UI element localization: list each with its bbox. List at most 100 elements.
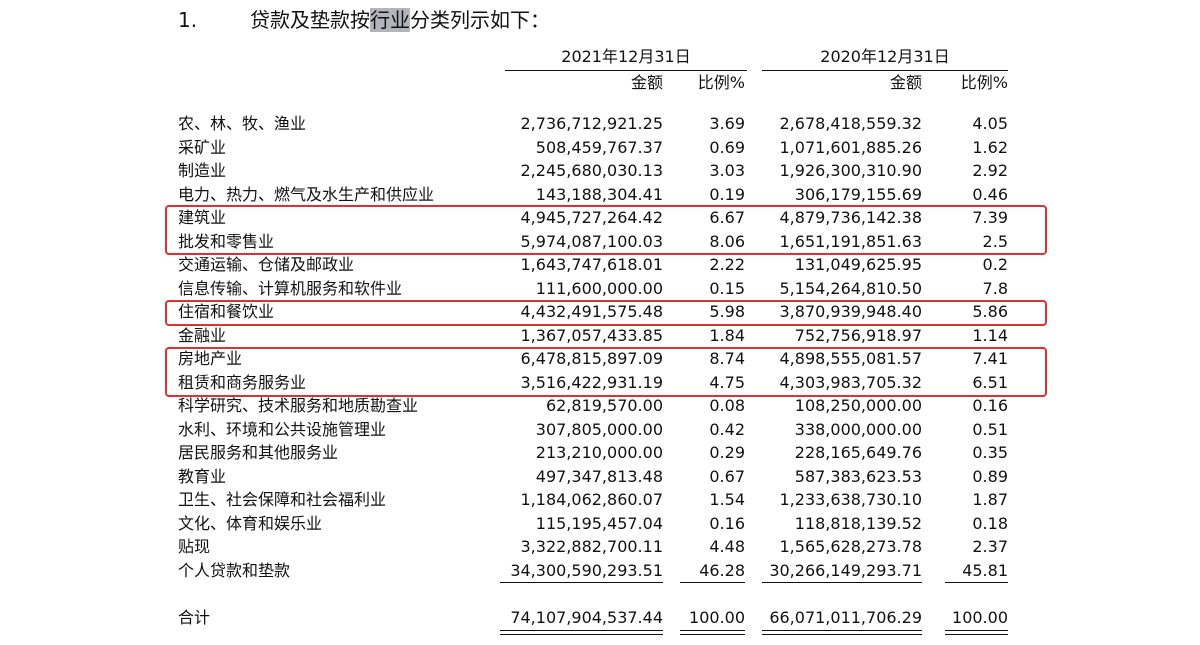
total-row: 合计 74,107,904,537.44 100.00 66,071,011,7… [0, 606, 1200, 630]
amount-2020: 4,879,736,142.38 [779, 208, 923, 227]
industry-name: 居民服务和其他服务业 [178, 443, 339, 462]
ratio-2020: 7.41 [972, 349, 1008, 368]
ratio-2020: 0.2 [982, 255, 1008, 274]
industry-name: 制造业 [178, 161, 227, 180]
amount-2020: 1,071,601,885.26 [779, 137, 923, 157]
industry-name: 卫生、社会保障和社会福利业 [178, 490, 387, 509]
ratio-2021: 0.29 [709, 443, 745, 462]
amount-2021: 115,195,457.04 [535, 513, 663, 533]
table-row: 租赁和商务服务业 3,516,422,931.19 4.75 4,303,983,70… [0, 371, 1200, 395]
ratio-2021: 4.75 [709, 372, 745, 392]
ratio-2020: 2.5 [982, 231, 1008, 251]
table-row: 水利、环境和公共设施管理业 307,805,000.00 0.42 338,000,0… [0, 418, 1200, 442]
header-amount-2021: 金额 [630, 73, 663, 92]
table-row: 交通运输、仓储及邮政业 1,643,747,618.01 2.22 131,049,6… [0, 253, 1200, 277]
ratio-2020: 6.51 [972, 372, 1008, 392]
total-double-line-ratio-2021 [680, 630, 745, 635]
subtotal-line-ratio-2020 [945, 582, 1008, 583]
ratio-2021: 1.54 [709, 490, 745, 509]
amount-2021: 4,432,491,575.48 [520, 302, 664, 321]
table-row: 科学研究、技术服务和地质勘查业 62,819,570.00 0.08 108,250,… [0, 394, 1200, 418]
industry-name: 房地产业 [178, 349, 243, 368]
total-double-line-amount-2021 [500, 630, 663, 635]
industry-name: 住宿和餐饮业 [178, 302, 275, 321]
amount-2021: 2,245,680,030.13 [520, 161, 664, 180]
amount-2020: 752,756,918.97 [794, 325, 922, 345]
ratio-2020: 2.37 [972, 537, 1008, 556]
amount-2021: 508,459,767.37 [535, 137, 663, 157]
amount-2021: 213,210,000.00 [535, 443, 663, 462]
industry-name: 个人贷款和垫款 [178, 560, 291, 580]
ratio-2021: 8.06 [709, 231, 745, 251]
ratio-2021: 5.98 [709, 302, 745, 321]
amount-2021: 111,600,000.00 [535, 278, 663, 298]
table-row: 贴现 3,322,882,700.11 4.48 1,565,628,273.78 2.… [0, 535, 1200, 559]
ratio-2021: 1.84 [709, 325, 745, 345]
amount-2020: 228,165,649.76 [794, 443, 922, 462]
industry-name: 信息传输、计算机服务和软件业 [178, 278, 403, 298]
ratio-2020: 1.14 [972, 325, 1008, 345]
ratio-2021: 8.74 [709, 349, 745, 368]
industry-name: 租赁和商务服务业 [178, 372, 307, 392]
ratio-2020: 1.87 [972, 490, 1008, 509]
amount-2021: 6,478,815,897.09 [520, 349, 664, 368]
amount-2021: 62,819,570.00 [545, 396, 663, 415]
industry-name: 批发和零售业 [178, 231, 275, 251]
industry-name: 建筑业 [178, 208, 227, 227]
amount-2020: 587,383,623.53 [794, 466, 922, 486]
amount-2020: 1,651,191,851.63 [779, 231, 923, 251]
amount-2021: 497,347,813.48 [535, 466, 663, 486]
table-row: 卫生、社会保障和社会福利业 1,184,062,860.07 1.54 1,233,6… [0, 488, 1200, 512]
ratio-2020: 45.81 [962, 560, 1008, 580]
table-row: 房地产业 6,478,815,897.09 8.74 4,898,555,081.57… [0, 347, 1200, 371]
ratio-2020: 2.92 [972, 161, 1008, 180]
amount-2020: 4,303,983,705.32 [779, 372, 923, 392]
column-year-2020: 2020年12月31日 [820, 47, 950, 66]
ratio-2020: 0.18 [972, 513, 1008, 533]
industry-name: 交通运输、仓储及邮政业 [178, 255, 355, 274]
amount-2021: 3,516,422,931.19 [520, 372, 664, 392]
subtotal-line-ratio-2021 [680, 582, 745, 583]
column-year-2021: 2021年12月31日 [561, 47, 691, 66]
ratio-2020: 0.89 [972, 466, 1008, 486]
table-row: 采矿业 508,459,767.37 0.69 1,071,601,885.26 1.6… [0, 136, 1200, 160]
heading-text: 贷款及垫款按行业分类列示如下： [250, 4, 550, 36]
amount-2021: 1,643,747,618.01 [520, 255, 664, 274]
table-row: 住宿和餐饮业 4,432,491,575.48 5.98 3,870,939,948.… [0, 300, 1200, 324]
amount-2020: 30,266,149,293.71 [769, 560, 922, 580]
industry-table-body: 农、林、牧、渔业 2,736,712,921.25 3.69 2,678,418,55… [0, 112, 1200, 582]
heading-number: 1. [178, 8, 198, 32]
ratio-2021: 4.48 [709, 537, 745, 556]
highlight-box-hospitality [165, 300, 1047, 326]
amount-2021: 1,184,062,860.07 [520, 490, 664, 509]
amount-2021: 4,945,727,264.42 [520, 208, 664, 227]
ratio-2021: 3.03 [709, 161, 745, 180]
table-row: 居民服务和其他服务业 213,210,000.00 0.29 228,165,649.… [0, 441, 1200, 465]
table-row: 电力、热力、燃气及水生产和供应业 143,188,304.41 0.19 306,17… [0, 183, 1200, 207]
ratio-2020: 0.16 [972, 396, 1008, 415]
table-row: 教育业 497,347,813.48 0.67 587,383,623.53 0.89 [0, 465, 1200, 489]
ratio-2021: 0.08 [709, 396, 745, 415]
table-row: 农、林、牧、渔业 2,736,712,921.25 3.69 2,678,418,55… [0, 112, 1200, 136]
ratio-2021: 0.19 [709, 184, 745, 204]
total-amount-2020: 66,071,011,706.29 [769, 608, 922, 627]
amount-2020: 131,049,625.95 [794, 255, 922, 274]
amount-2020: 4,898,555,081.57 [779, 349, 923, 368]
table-row: 文化、体育和娱乐业 115,195,457.04 0.16 118,818,139.5… [0, 512, 1200, 536]
header-ratio-2020: 比例% [960, 73, 1008, 92]
highlight-box-realestate-leasing [165, 347, 1047, 397]
total-double-line-amount-2020 [762, 630, 922, 635]
industry-name: 电力、热力、燃气及水生产和供应业 [178, 184, 435, 204]
ratio-2020: 0.51 [972, 419, 1008, 439]
header-underline-2021 [505, 70, 747, 71]
header-underline-2020 [762, 70, 1008, 71]
total-double-line-ratio-2020 [945, 630, 1008, 635]
heading-highlight[interactable]: 行业 [370, 8, 410, 32]
industry-name: 教育业 [178, 466, 227, 486]
amount-2021: 5,974,087,100.03 [520, 231, 664, 251]
ratio-2020: 7.8 [982, 278, 1008, 298]
amount-2021: 1,367,057,433.85 [520, 325, 664, 345]
amount-2021: 3,322,882,700.11 [520, 537, 664, 556]
table-row: 建筑业 4,945,727,264.42 6.67 4,879,736,142.38 7… [0, 206, 1200, 230]
ratio-2020: 1.62 [972, 137, 1008, 157]
